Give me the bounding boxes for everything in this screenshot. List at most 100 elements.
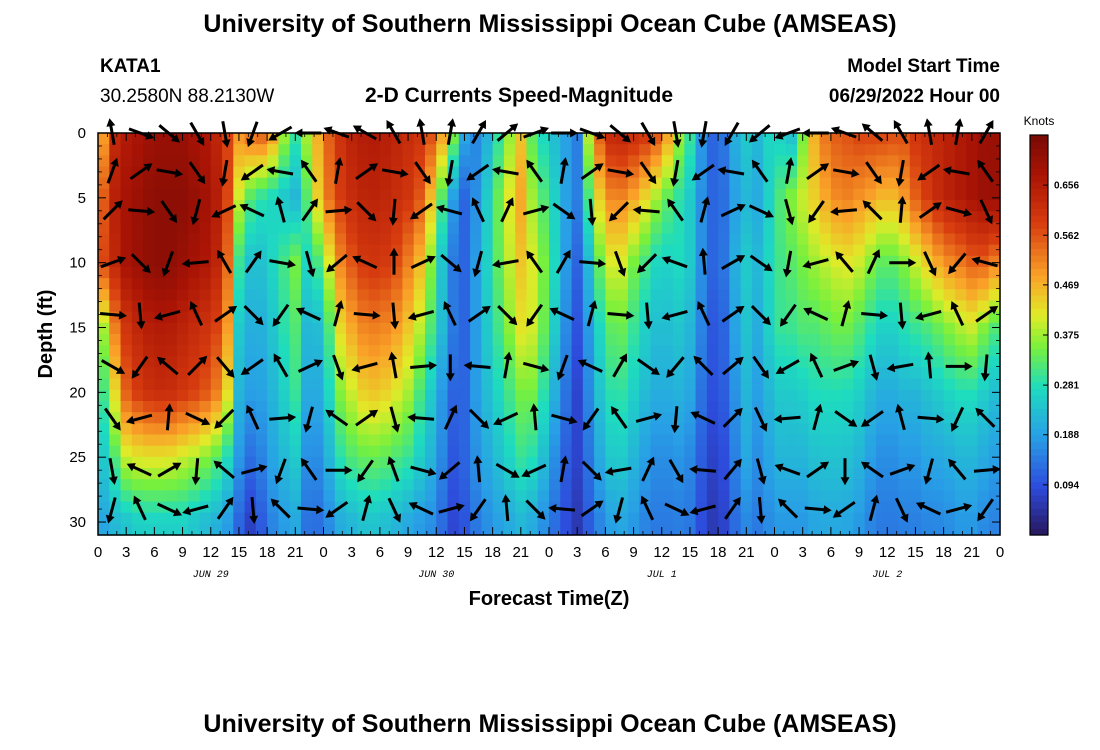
heatmap-cell (379, 233, 392, 246)
heatmap-cell (120, 166, 133, 179)
colorbar-segment (1030, 481, 1048, 489)
heatmap-cell (549, 512, 561, 525)
heatmap-cell (255, 523, 268, 536)
heatmap-cell (143, 401, 155, 413)
heatmap-cell (549, 479, 561, 491)
current-arrow (300, 159, 318, 183)
heatmap-cell (436, 289, 449, 302)
heatmap-cell (222, 133, 234, 145)
heatmap-cell (571, 434, 584, 447)
heatmap-cell (966, 177, 979, 190)
heatmap-cell (582, 434, 595, 447)
current-arrow (833, 359, 860, 372)
heatmap-cell (684, 345, 697, 357)
heatmap-cell (909, 412, 922, 424)
heatmap-cell (808, 233, 821, 246)
heatmap-cell (120, 445, 133, 458)
heatmap-cell (549, 300, 561, 313)
heatmap-cell (289, 490, 302, 503)
current-arrow (722, 356, 744, 376)
heatmap-cell (222, 278, 234, 290)
heatmap-cell (447, 211, 460, 223)
heatmap-cell (199, 188, 212, 201)
heatmap-cell (447, 490, 460, 503)
heatmap-cell (875, 512, 888, 525)
colorbar-segment (1030, 508, 1048, 516)
heatmap-cell (853, 512, 866, 525)
heatmap-cell (875, 412, 888, 424)
heatmap-cell (988, 512, 1001, 525)
heatmap-cell (526, 188, 539, 201)
heatmap-cell (977, 345, 990, 357)
heatmap-cell (549, 233, 561, 246)
heatmap-cell (594, 278, 606, 290)
heatmap-cell (334, 311, 347, 324)
heatmap-cell (323, 334, 336, 346)
heatmap-cell (470, 155, 482, 168)
heatmap-cell (808, 255, 821, 268)
heatmap-cell (875, 445, 888, 458)
heatmap-cell (718, 244, 731, 257)
heatmap-cell (898, 300, 911, 313)
heatmap-cell (830, 345, 843, 357)
heatmap-cell (481, 278, 494, 290)
heatmap-cell (300, 367, 313, 380)
heatmap-cell (808, 479, 821, 491)
heatmap-cell (808, 389, 821, 402)
x-tick-label: 18 (259, 544, 276, 561)
heatmap-cell (898, 401, 911, 413)
heatmap-cell (954, 456, 967, 469)
heatmap-cell (571, 244, 584, 257)
heatmap-cell (966, 311, 979, 324)
heatmap-cell (289, 334, 302, 346)
heatmap-cell (785, 456, 798, 469)
heatmap-cell (492, 233, 505, 246)
heatmap-cell (616, 289, 629, 302)
x-axis: 0 3 6 9 12 15 18 21 0 3 6 9 12 15 18 21 0 3 6 9 12 15 18 21 0 3 6 9… (94, 133, 1004, 581)
heatmap-cell (267, 334, 279, 346)
x-tick-label: 18 (710, 544, 727, 561)
heatmap-cell (526, 133, 539, 145)
heatmap-cell (661, 278, 674, 290)
heatmap-cell (458, 233, 471, 246)
heatmap-cell (549, 334, 561, 346)
current-arrow (529, 403, 539, 431)
heatmap-cell (244, 479, 257, 491)
heatmap-cell (436, 378, 449, 391)
heatmap-cell (402, 356, 415, 369)
heatmap-cell (176, 334, 189, 346)
heatmap-cell (988, 423, 1001, 436)
heatmap-cell (921, 456, 933, 469)
heatmap-cell (391, 523, 404, 536)
heatmap-cell (797, 211, 809, 223)
heatmap-cell (706, 412, 719, 424)
heatmap-cell (334, 334, 347, 346)
heatmap-cell (875, 367, 888, 380)
heatmap-cell (740, 144, 753, 156)
heatmap-cell (594, 412, 606, 424)
heatmap-cell (819, 423, 832, 436)
heatmap-cell (424, 356, 437, 369)
heatmap-cell (751, 200, 764, 212)
heatmap-cell (391, 501, 404, 514)
heatmap-cell (706, 155, 719, 168)
heatmap-cell (605, 378, 618, 391)
heatmap-cell (898, 490, 911, 503)
heatmap-cell (402, 177, 415, 190)
heatmap-cell (131, 177, 144, 190)
heatmap-cell (368, 345, 381, 357)
heatmap-cell (808, 289, 821, 302)
heatmap-cell (526, 233, 539, 246)
heatmap-cell (819, 334, 832, 346)
heatmap-cell (379, 523, 392, 536)
heatmap-cell (447, 468, 460, 480)
x-tick-label: 21 (287, 544, 304, 561)
heatmap-cell (954, 133, 967, 145)
heatmap-cell (368, 378, 381, 391)
heatmap-cell (458, 222, 471, 235)
heatmap-cell (966, 166, 979, 179)
heatmap-cell (436, 233, 449, 246)
heatmap-cell (379, 490, 392, 503)
heatmap-cell (289, 188, 302, 201)
heatmap-cell (875, 401, 888, 413)
